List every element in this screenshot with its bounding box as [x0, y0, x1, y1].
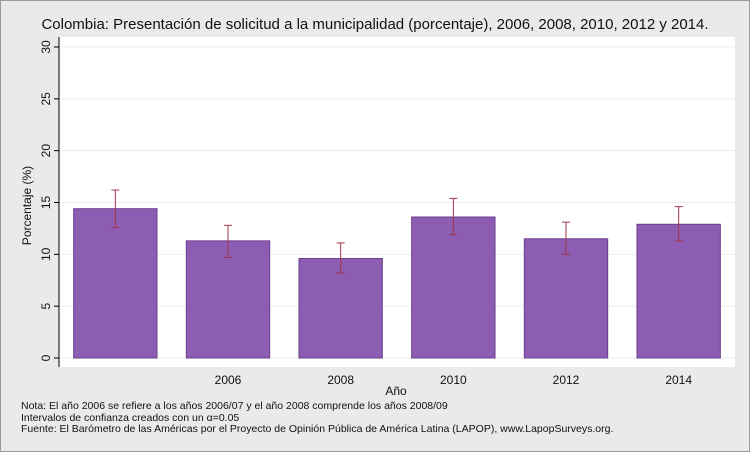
x-tick-label: 2014: [665, 373, 692, 387]
bar: [523, 238, 609, 359]
gridlines: [59, 46, 735, 359]
note-confidence: Intervalos de confianza creados con un α…: [21, 411, 240, 424]
x-tick-label: 2010: [440, 373, 467, 387]
bars: [73, 208, 721, 359]
bar: [73, 208, 158, 359]
chart-title: Colombia: Presentación de solicitud a la…: [41, 16, 709, 33]
axis-labels: 0 5 10 15 20 25 30 Porcentaje (%) 2006 2008 2010 20…: [20, 40, 692, 398]
axes: [54, 37, 60, 367]
y-tick-label: 25: [39, 92, 53, 106]
y-tick-label: 0: [39, 354, 53, 361]
y-tick-label: 10: [39, 247, 53, 261]
error-bars: [111, 189, 683, 274]
footnotes: Nota: El año 2006 se refiere a los años …: [21, 400, 614, 436]
y-tick-label: 15: [39, 196, 53, 210]
bar: [185, 240, 271, 359]
note-years: Nota: El año 2006 se refiere a los años …: [21, 400, 448, 412]
x-tick-label: 2008: [327, 373, 354, 387]
note-source: Fuente: El Barómetro de las Américas por…: [21, 423, 614, 435]
y-tick-label: 20: [39, 144, 53, 158]
x-axis-title: Año: [385, 384, 407, 398]
y-tick-label: 5: [39, 303, 53, 310]
x-tick-label: 2006: [215, 373, 242, 387]
y-axis-title: Porcentaje (%): [20, 166, 34, 245]
bar: [411, 216, 496, 359]
bar: [636, 223, 721, 359]
x-tick-label: 2012: [553, 373, 580, 387]
y-tick-label: 30: [39, 40, 53, 54]
